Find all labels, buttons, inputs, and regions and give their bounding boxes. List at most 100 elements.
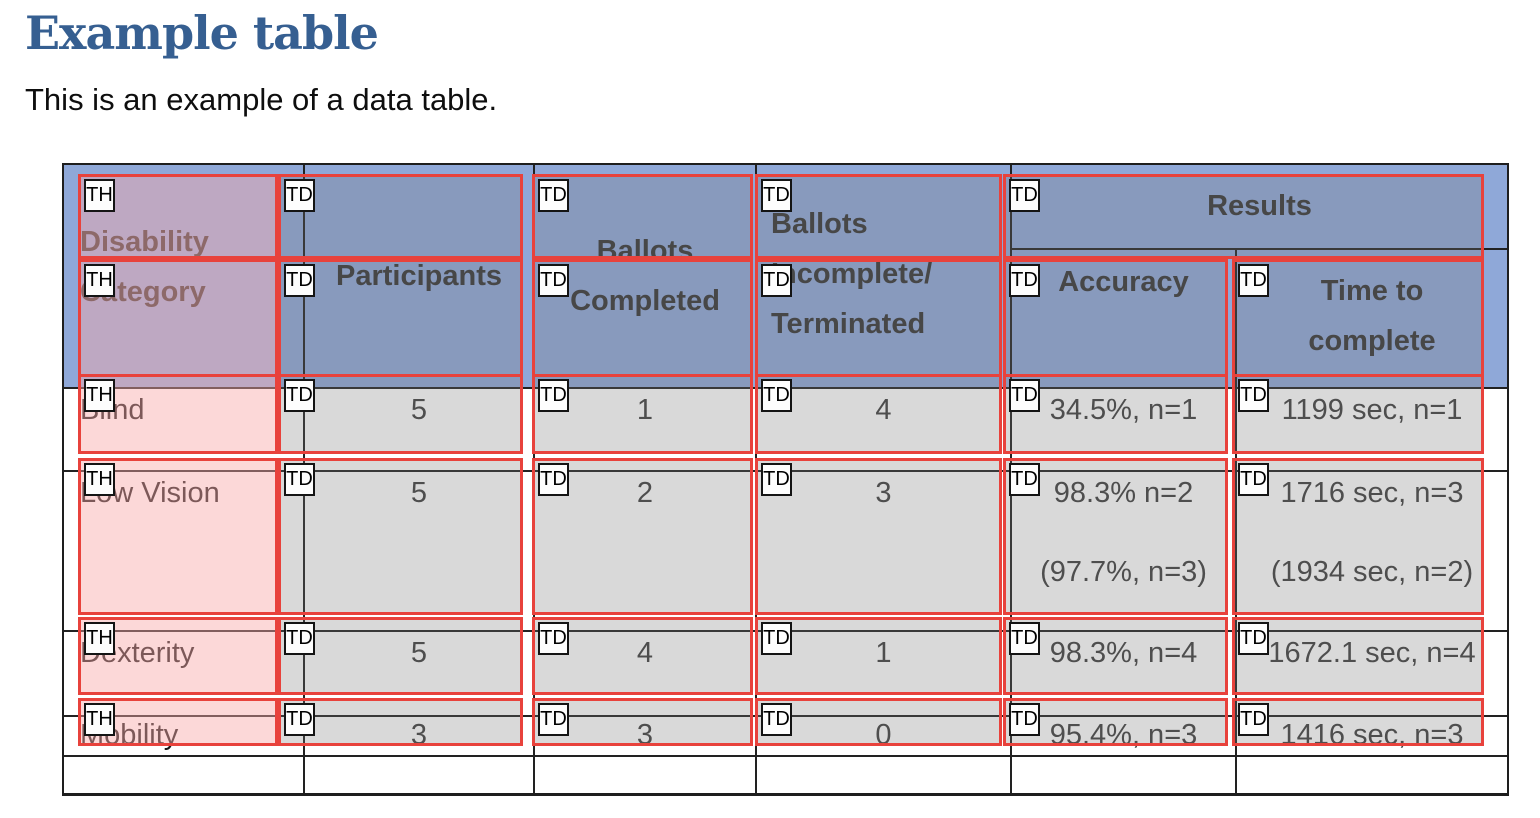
- td-tag-chip: TD: [284, 622, 315, 655]
- td-tag-box-completed-r1[interactable]: TD: [532, 174, 753, 259]
- empty-cell: [757, 757, 1012, 793]
- cell-value: 34.5%, n=1: [1049, 394, 1198, 426]
- header-label: Time to complete: [1308, 275, 1436, 357]
- th-tag-chip: TH: [84, 179, 115, 212]
- empty-cell: [535, 757, 757, 793]
- th-tag-box-dexterity[interactable]: TH: [78, 617, 278, 695]
- td-tag-box-accuracy[interactable]: TD: [1003, 259, 1228, 377]
- cell-value: 4: [875, 394, 892, 426]
- td-tag-box-low-vision-completed[interactable]: TD: [532, 458, 753, 615]
- td-tag-box-blind-accuracy[interactable]: TD: [1003, 374, 1228, 454]
- th-tag-chip: TH: [84, 703, 115, 736]
- cell-value: 5: [410, 394, 428, 426]
- td-tag-box-dexterity-time[interactable]: TD: [1232, 617, 1484, 695]
- td-tag-box-blind-incomplete[interactable]: TD: [755, 374, 1002, 454]
- header-label: Participants: [336, 260, 502, 292]
- cell-low-vision-accuracy: 98.3% n=2 (97.7%, n=3): [1012, 472, 1237, 632]
- td-tag-box-low-vision-accuracy[interactable]: TD: [1003, 458, 1228, 615]
- td-tag-box-mobility-accuracy[interactable]: TD: [1003, 698, 1228, 746]
- td-tag-box-incomplete-r2[interactable]: TD: [755, 259, 1002, 377]
- th-tag-box-disability-r1[interactable]: TH: [78, 174, 278, 259]
- cell-value: 4: [636, 637, 654, 669]
- td-tag-box-dexterity-accuracy[interactable]: TD: [1003, 617, 1228, 695]
- td-tag-box-low-vision-time[interactable]: TD: [1232, 458, 1484, 615]
- page-subtitle: This is an example of a data table.: [25, 82, 498, 117]
- header-label: Results: [1207, 190, 1312, 222]
- td-tag-box-mobility-completed[interactable]: TD: [532, 698, 753, 746]
- th-tag-box-mobility[interactable]: TH: [78, 698, 278, 746]
- td-tag-box-dexterity-incomplete[interactable]: TD: [755, 617, 1002, 695]
- cell-value: 98.3% n=2: [1053, 477, 1194, 509]
- td-tag-box-blind-completed[interactable]: TD: [532, 374, 753, 454]
- cell-blind-incomplete: 4: [757, 389, 1012, 472]
- td-tag-chip: TD: [538, 379, 569, 412]
- cell-dexterity-incomplete: 1: [757, 632, 1012, 717]
- cell-value: 3: [875, 477, 892, 509]
- td-tag-box-mobility-participants[interactable]: TD: [278, 698, 523, 746]
- td-tag-chip: TD: [761, 463, 792, 496]
- td-tag-chip: TD: [284, 379, 315, 412]
- cell-value-secondary: (1934 sec, n=2): [1270, 556, 1474, 588]
- th-tag-box-blind[interactable]: TH: [78, 374, 278, 454]
- td-tag-box-mobility-time[interactable]: TD: [1232, 698, 1484, 746]
- empty-cell: [64, 757, 305, 793]
- td-tag-chip: TD: [761, 379, 792, 412]
- cell-value: 98.3%, n=4: [1049, 637, 1198, 669]
- td-tag-chip: TD: [1009, 463, 1040, 496]
- td-tag-chip: TD: [284, 463, 315, 496]
- empty-cell: [305, 757, 535, 793]
- td-tag-box-results[interactable]: TD: [1003, 174, 1484, 259]
- td-tag-box-participants-r2[interactable]: TD: [278, 259, 523, 377]
- cell-blind-accuracy: 34.5%, n=1: [1012, 389, 1237, 472]
- header-cell-time-to-complete: Time to complete: [1237, 250, 1507, 389]
- th-tag-chip: TH: [84, 379, 115, 412]
- td-tag-chip: TD: [1009, 264, 1040, 297]
- cell-low-vision-incomplete: 3: [757, 472, 1012, 632]
- cell-value: 1: [636, 394, 654, 426]
- td-tag-chip: TD: [538, 264, 569, 297]
- cell-value: 5: [410, 637, 428, 669]
- empty-cell: [1012, 757, 1237, 793]
- cell-value: 2: [636, 477, 654, 509]
- td-tag-box-low-vision-participants[interactable]: TD: [278, 458, 523, 615]
- th-tag-box-low-vision[interactable]: TH: [78, 458, 278, 615]
- header-cell-ballots-completed: Ballots Completed: [535, 165, 757, 389]
- cell-dexterity-time: 1672.1 sec, n=4: [1237, 632, 1507, 717]
- td-tag-chip: TD: [1238, 264, 1269, 297]
- cell-value: 1: [875, 637, 892, 669]
- header-label: Accuracy: [1058, 266, 1189, 298]
- page-title: Example table: [25, 6, 379, 60]
- td-tag-chip: TD: [1009, 379, 1040, 412]
- cell-value: 1716 sec, n=3: [1280, 477, 1464, 509]
- td-tag-box-incomplete-r1[interactable]: TD: [755, 174, 1002, 259]
- td-tag-chip: TD: [1238, 622, 1269, 655]
- td-tag-chip: TD: [538, 703, 569, 736]
- td-tag-box-blind-time[interactable]: TD: [1232, 374, 1484, 454]
- td-tag-box-participants-r1[interactable]: TD: [278, 174, 523, 259]
- th-tag-chip: TH: [84, 264, 115, 297]
- td-tag-chip: TD: [1009, 703, 1040, 736]
- td-tag-box-time[interactable]: TD: [1232, 259, 1484, 377]
- header-label: Ballots Incomplete/ Terminated: [771, 208, 933, 340]
- td-tag-chip: TD: [538, 179, 569, 212]
- td-tag-box-blind-participants[interactable]: TD: [278, 374, 523, 454]
- th-tag-chip: TH: [84, 463, 115, 496]
- header-cell-participants: Participants: [305, 165, 535, 389]
- td-tag-chip: TD: [284, 264, 315, 297]
- cell-low-vision-time: 1716 sec, n=3 (1934 sec, n=2): [1237, 472, 1507, 632]
- td-tag-box-dexterity-participants[interactable]: TD: [278, 617, 523, 695]
- td-tag-box-completed-r2[interactable]: TD: [532, 259, 753, 377]
- td-tag-box-dexterity-completed[interactable]: TD: [532, 617, 753, 695]
- td-tag-chip: TD: [538, 463, 569, 496]
- td-tag-box-low-vision-incomplete[interactable]: TD: [755, 458, 1002, 615]
- cell-dexterity-accuracy: 98.3%, n=4: [1012, 632, 1237, 717]
- td-tag-box-mobility-incomplete[interactable]: TD: [755, 698, 1002, 746]
- td-tag-chip: TD: [1238, 379, 1269, 412]
- cell-blind-time: 1199 sec, n=1: [1237, 389, 1507, 472]
- td-tag-chip: TD: [761, 179, 792, 212]
- th-tag-box-disability-r2[interactable]: TH: [78, 259, 278, 377]
- cell-value: 1199 sec, n=1: [1281, 394, 1463, 426]
- td-tag-chip: TD: [761, 264, 792, 297]
- td-tag-chip: TD: [761, 703, 792, 736]
